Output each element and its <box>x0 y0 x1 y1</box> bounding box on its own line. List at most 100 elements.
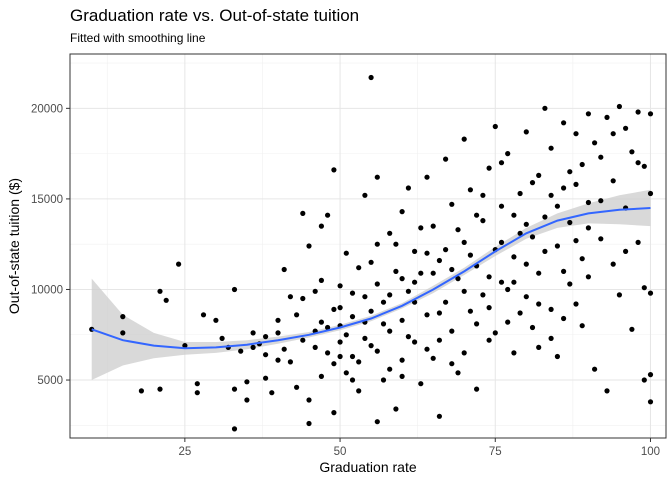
data-point <box>467 187 473 193</box>
data-point <box>523 261 529 267</box>
data-point <box>380 299 387 305</box>
data-point <box>486 274 492 280</box>
data-point <box>561 185 567 191</box>
minor-gridlines <box>70 54 666 438</box>
data-point <box>585 225 592 231</box>
data-point <box>505 319 511 325</box>
major-gridlines <box>70 54 666 438</box>
data-point <box>436 257 442 264</box>
data-point <box>343 250 349 256</box>
data-point <box>418 225 424 231</box>
data-point <box>287 294 293 300</box>
x-tick-label: 50 <box>334 446 347 458</box>
data-point <box>610 178 616 184</box>
data-point <box>641 285 647 291</box>
data-point <box>467 252 473 258</box>
data-point <box>356 359 362 365</box>
data-point <box>436 310 442 316</box>
data-point <box>368 343 374 349</box>
data-point <box>498 203 505 209</box>
data-point <box>480 218 486 224</box>
data-point <box>318 373 324 379</box>
data-point <box>157 288 163 294</box>
data-point <box>647 190 654 197</box>
data-point <box>486 305 492 311</box>
plot-border <box>69 53 667 439</box>
data-point <box>269 390 275 396</box>
data-point <box>275 330 281 336</box>
data-point <box>362 294 368 300</box>
data-point <box>231 286 238 293</box>
data-point <box>554 203 561 209</box>
data-point <box>449 201 455 207</box>
data-point <box>424 174 430 180</box>
data-point <box>387 328 393 334</box>
data-point <box>380 321 387 327</box>
data-point <box>331 361 337 367</box>
data-point <box>287 359 293 365</box>
data-point <box>523 221 529 227</box>
x-axis-title: Graduation rate <box>319 459 416 475</box>
data-point <box>200 312 207 318</box>
data-point <box>368 259 374 265</box>
data-point <box>418 270 424 276</box>
x-tick-label: 25 <box>178 446 191 458</box>
data-point <box>536 270 542 276</box>
y-axis-title: Out-of-state tuition ($) <box>6 178 22 314</box>
data-point <box>536 344 542 350</box>
data-point <box>356 388 362 394</box>
data-point <box>511 212 517 218</box>
data-point <box>449 328 455 334</box>
data-point <box>529 180 536 186</box>
data-point <box>629 326 635 332</box>
data-point <box>374 281 380 287</box>
data-point <box>387 292 393 298</box>
data-point <box>306 420 312 427</box>
data-point <box>362 335 368 341</box>
data-point <box>399 373 405 379</box>
data-point <box>548 192 554 198</box>
data-point <box>412 339 418 345</box>
data-point <box>231 426 238 432</box>
data-point <box>635 109 641 115</box>
data-point <box>455 227 461 233</box>
data-point <box>343 370 349 376</box>
data-point <box>461 288 467 294</box>
data-point <box>455 370 461 376</box>
data-point <box>331 167 337 173</box>
data-point <box>380 377 387 383</box>
data-point <box>275 317 281 323</box>
data-point <box>647 290 654 296</box>
plot-panel <box>70 54 666 438</box>
data-point <box>294 384 300 390</box>
data-point <box>263 375 269 381</box>
data-point <box>579 256 585 262</box>
data-point <box>616 292 623 298</box>
data-point <box>418 381 424 387</box>
data-point <box>598 198 604 204</box>
data-point <box>461 350 467 356</box>
data-point <box>194 390 200 396</box>
data-point <box>362 192 368 198</box>
data-point <box>374 241 380 247</box>
data-point <box>238 348 244 354</box>
data-point <box>244 397 250 403</box>
data-point <box>548 335 554 341</box>
data-point <box>300 337 306 343</box>
data-point <box>623 248 629 254</box>
data-point <box>511 350 517 356</box>
chart-subtitle: Fitted with smoothing line <box>70 31 206 45</box>
x-axis-ticks: 25 50 75 100 <box>178 438 660 458</box>
data-point <box>542 248 548 254</box>
data-point <box>349 314 356 320</box>
data-point <box>498 279 505 285</box>
data-point <box>443 299 449 305</box>
data-point <box>412 248 418 254</box>
data-point <box>244 379 250 385</box>
data-point <box>294 312 300 318</box>
data-point <box>337 339 343 345</box>
data-point <box>579 323 585 329</box>
data-point <box>598 236 604 242</box>
data-point <box>585 111 592 117</box>
data-point <box>480 192 486 198</box>
